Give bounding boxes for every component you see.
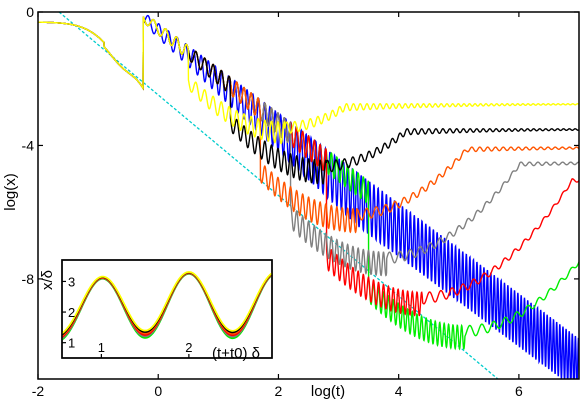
x-tick-label: -2 bbox=[32, 383, 45, 399]
reference-dashed-line bbox=[58, 12, 499, 379]
inset-y-tick-label: 3 bbox=[68, 274, 75, 289]
main-plot-series bbox=[38, 12, 579, 379]
inset-y-tick-label: 1 bbox=[68, 336, 75, 351]
inset-background bbox=[61, 259, 273, 359]
series-line bbox=[38, 16, 579, 145]
x-tick-label: 2 bbox=[275, 383, 283, 399]
inset-x-axis-label: (t+t0) δ bbox=[212, 345, 260, 362]
inset-x-tick-label: 1 bbox=[98, 340, 105, 355]
inset-plot-series bbox=[62, 271, 272, 341]
inset-y-tick-label: 2 bbox=[68, 305, 75, 320]
inset-frame bbox=[61, 259, 273, 359]
x-axis-label: log(t) bbox=[311, 383, 345, 400]
series-line bbox=[38, 16, 579, 185]
series-line bbox=[38, 16, 579, 277]
x-tick-label: 6 bbox=[515, 383, 523, 399]
x-tick-label: 0 bbox=[154, 383, 162, 399]
main-plot-frame bbox=[37, 11, 580, 380]
y-axis-label: log(x) bbox=[2, 173, 19, 211]
y-tick-label: -8 bbox=[22, 271, 35, 287]
y-tick-label: -4 bbox=[22, 137, 35, 153]
inset-y-axis-label: x/δ bbox=[39, 270, 56, 290]
x-tick-label: 4 bbox=[395, 383, 403, 399]
main-axis-ticks: -2 0 2 4 6 0 -4 -8 bbox=[22, 4, 579, 399]
inset-x-tick-label: 2 bbox=[185, 340, 192, 355]
inset-axis-ticks: 1 2 1 2 3 bbox=[62, 274, 192, 358]
y-tick-label: 0 bbox=[26, 4, 34, 20]
inset-series-line bbox=[62, 271, 272, 335]
